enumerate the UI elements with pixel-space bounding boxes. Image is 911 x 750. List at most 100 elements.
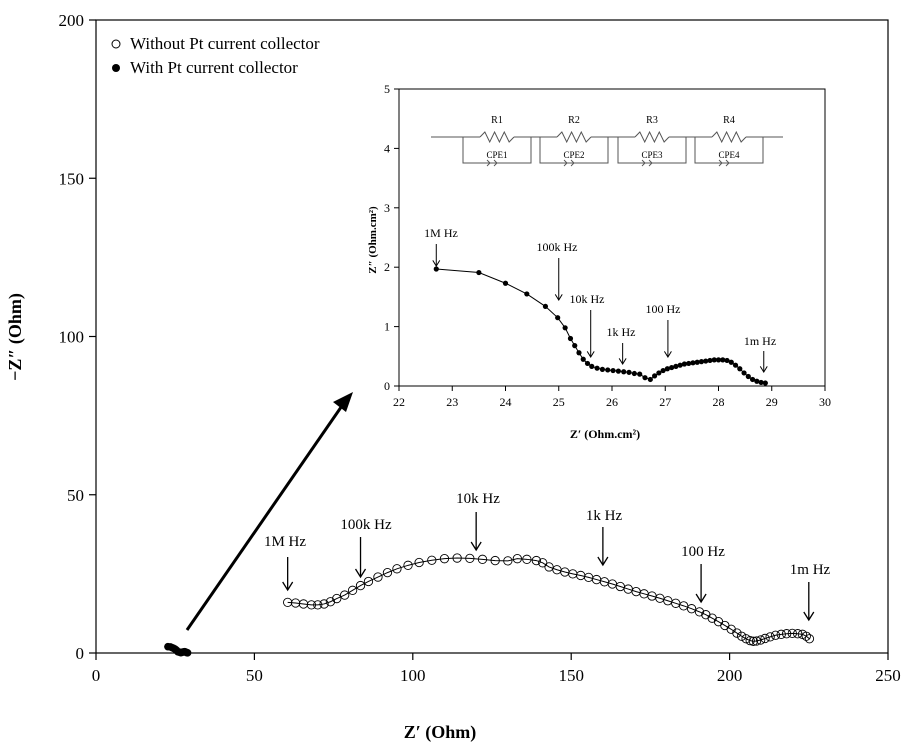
main-y-tick-label: 200 [59,11,85,30]
inset-point [715,357,722,363]
point-without-pt [439,554,450,564]
inset-point [576,350,582,356]
inset-point [637,371,643,377]
main-series [164,553,815,657]
inset-point [677,362,683,368]
point-without-pt [531,555,542,566]
point-with-pt [183,649,192,657]
point-without-pt [427,555,437,565]
inset-point [562,325,568,331]
point-without-pt [755,635,766,645]
inset-point [673,363,679,369]
main-annotations: 1M Hz 100k Hz 10k Hz 1k Hz 100 Hz 1m Hz [264,491,831,622]
inset-point [686,360,692,367]
inset-x-tick-label: 30 [819,395,831,409]
inset-point [572,343,578,349]
inset-point [605,367,611,373]
main-freq-arrow [803,582,815,622]
point-without-pt [801,631,811,641]
inset-point [728,359,734,365]
inset-x-tick-label: 22 [393,395,405,409]
inset-x-tick-label: 28 [713,395,725,409]
inset-point [502,280,509,286]
inset-freq-label: 1M Hz [424,226,458,240]
main-x-tick-label: 50 [246,666,263,685]
point-without-pt [452,553,462,563]
inset-freq-arrow [586,310,595,358]
main-x-tick-label: 250 [875,666,901,685]
legend: Without Pt current collector With Pt cur… [111,34,320,77]
inset-point [599,366,606,372]
main-freq-arrow [282,557,294,592]
zoom-arrow [185,399,348,631]
point-without-pt [544,562,554,572]
point-without-pt [355,580,366,591]
inset-x-tick-label: 24 [500,395,512,409]
inset-point [642,375,648,381]
legend-label-without-pt: Without Pt current collector [130,34,320,53]
point-without-pt [512,554,522,564]
inset-freq-label: 1m Hz [744,334,776,348]
inset-point [631,370,637,377]
circuit-element-1: R1 CPE1 [462,115,540,167]
main-y-tick-label: 0 [76,644,85,663]
inset-point [621,369,627,375]
cpe-label: CPE3 [641,150,663,160]
inset-freq-label: 1k Hz [607,325,636,339]
series-line-without-pt [287,557,810,642]
inset-point [647,376,653,383]
inset-point [589,363,595,369]
inset-y-tick-label: 4 [384,141,390,155]
inset-point [758,379,764,386]
main-freq-label: 1M Hz [264,534,306,550]
main-x-tick-label: 150 [558,666,584,685]
inset-background [399,89,825,386]
inset-point [745,373,751,380]
inset-point [615,368,621,374]
main-freq-label: 1k Hz [586,508,623,524]
main-freq-label: 100 Hz [681,544,725,560]
inset-point [626,369,632,375]
point-without-pt [787,628,797,639]
point-without-pt [732,628,742,638]
point-without-pt [332,593,342,604]
inset-point [610,367,616,374]
inset-point [656,370,662,376]
main-y-tick-label: 100 [59,328,85,347]
point-without-pt [403,560,413,570]
point-without-pt [781,629,792,639]
inset-point [664,366,670,372]
point-without-pt [340,590,350,600]
inset-freq-arrow [759,351,768,373]
inset-point [567,335,574,342]
main-freq-arrow [695,564,707,604]
point-without-pt [363,576,374,587]
inset-point [594,365,600,371]
point-without-pt [776,629,786,639]
main-freq-arrow [470,512,482,552]
cpe-symbol [718,159,723,167]
inset-point [555,315,561,321]
cpe-label: CPE1 [486,150,507,160]
point-without-pt [414,557,424,568]
circuit-element-3: R3 CPE3 [617,115,695,167]
inset-x-tick-label: 27 [659,395,671,409]
main-x-tick-label: 0 [92,666,101,685]
main-freq-label: 1m Hz [790,562,831,578]
point-without-pt [736,631,747,641]
inset-x-tick-label: 29 [766,395,778,409]
inset-point [698,359,705,365]
inset-freq-label: 100k Hz [537,240,578,254]
resistor-label: R2 [568,115,580,126]
inset-freq-label: 10k Hz [570,292,605,306]
point-without-pt [793,629,803,639]
point-without-pt [770,630,781,640]
cpe-symbol [570,159,575,167]
inset-y-tick-label: 2 [384,260,390,274]
main-x-tick-label: 200 [717,666,743,685]
point-without-pt [477,554,488,564]
cpe-label: CPE2 [563,150,584,160]
